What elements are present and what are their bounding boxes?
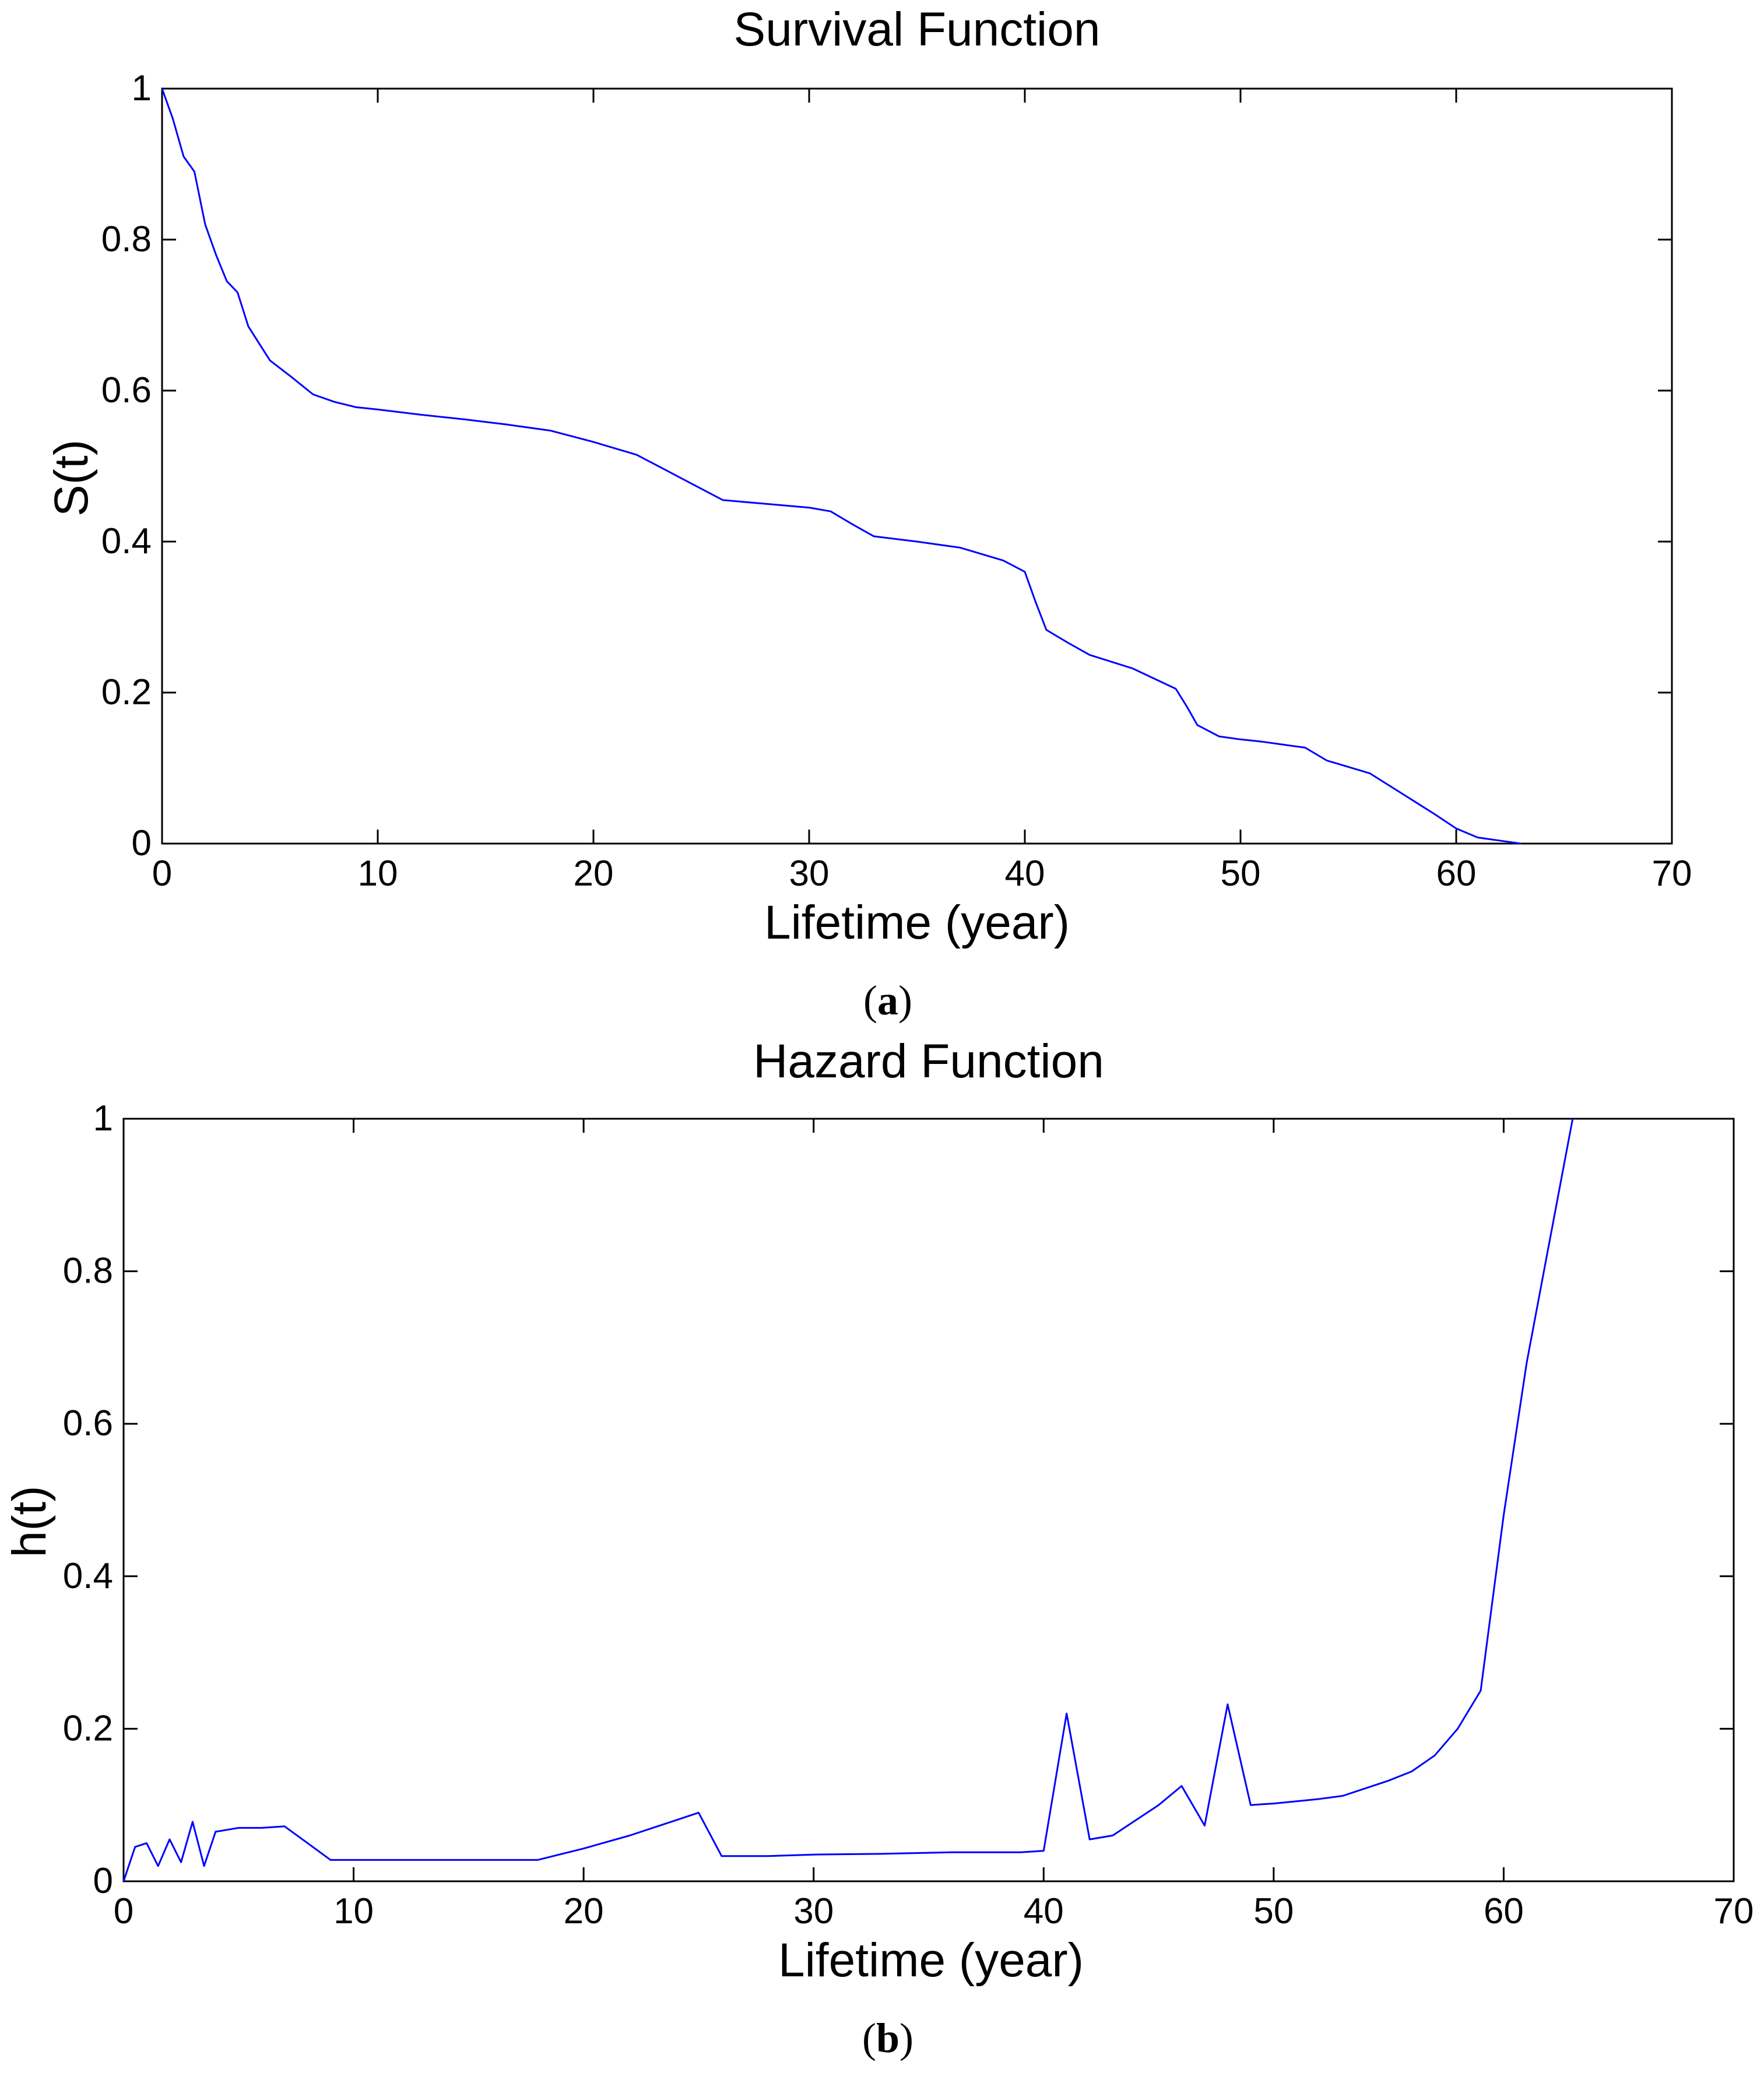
y-tick-label: 0 [132,823,152,863]
x-tick-labels: 0 10 20 30 40 50 60 70 [152,853,1692,894]
x-tick-label: 20 [574,853,614,894]
y-tick-label: 0.2 [101,672,152,712]
y-tick-label: 0.6 [63,1403,113,1443]
plot-frame [161,87,1673,845]
x-tick-label: 10 [333,1891,374,1931]
x-tick-label: 70 [1714,1891,1754,1931]
caption-open: ( [862,2015,876,2061]
hazard-curve [122,1118,1574,1882]
caption-close: ) [899,2015,913,2061]
chart-title: Survival Function [734,3,1101,56]
x-tick-label: 70 [1652,853,1692,894]
y-axis-label: h(t) [3,1486,56,1558]
y-tick-label: 0 [93,1861,113,1901]
x-tick-label: 40 [1024,1891,1064,1931]
y-tick-labels: 0 0.2 0.4 0.6 0.8 1 [101,68,152,863]
y-tick-label: 0.2 [63,1708,113,1748]
y-tick-labels: 0 0.2 0.4 0.6 0.8 1 [63,1098,113,1901]
x-axis-label: Lifetime (year) [764,896,1070,949]
plot-frame [122,1118,1735,1882]
x-tick-label: 50 [1221,853,1261,894]
x-axis-label: Lifetime (year) [778,1934,1084,1987]
y-tick-label: 1 [93,1098,113,1139]
x-tick-label: 10 [358,853,398,894]
y-tick-label: 0.4 [63,1556,113,1596]
x-tick-label: 40 [1005,853,1045,894]
x-tick-label: 20 [564,1891,604,1931]
figure-caption-a: (a) [863,977,912,1024]
y-tick-label: 0.6 [101,370,152,410]
caption-letter: b [876,2015,899,2061]
x-tick-label: 60 [1436,853,1477,894]
x-tick-label: 30 [789,853,830,894]
y-tick-label: 0.8 [63,1251,113,1291]
axis-ticks [161,87,1673,845]
x-tick-label: 0 [114,1891,133,1931]
y-tick-label: 1 [132,68,152,108]
x-tick-label: 0 [152,853,172,894]
x-tick-labels: 0 10 20 30 40 50 60 70 [114,1891,1754,1931]
chart-title: Hazard Function [753,1035,1104,1088]
survival-curve [161,88,1521,845]
x-tick-label: 50 [1253,1891,1294,1931]
survival-chart: Survival Function 0 10 20 30 40 50 60 70 0 0.2 0.… [45,3,1692,1024]
caption-close: ) [898,977,912,1024]
axis-ticks [122,1118,1735,1882]
caption-open: ( [863,977,877,1024]
y-tick-label: 0.4 [101,521,152,561]
figure-caption-b: (b) [862,2015,913,2061]
y-tick-label: 0.8 [101,219,152,259]
y-axis-label: S(t) [45,440,98,517]
caption-letter: a [877,977,898,1024]
hazard-chart: Hazard Function 0 10 20 30 40 50 60 70 00.20.40… [3,1035,1754,2061]
x-tick-label: 30 [793,1891,834,1931]
x-tick-label: 60 [1484,1891,1524,1931]
